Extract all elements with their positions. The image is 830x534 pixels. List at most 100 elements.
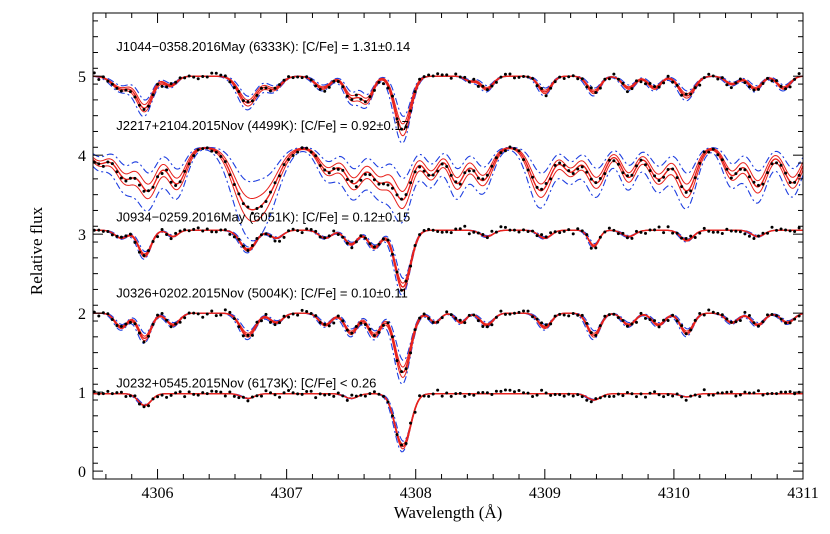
observed-point: [725, 317, 729, 321]
observed-point: [662, 318, 666, 322]
observed-point: [747, 175, 751, 179]
observed-point: [368, 392, 372, 396]
observed-point: [156, 313, 160, 317]
observed-point: [594, 397, 598, 401]
observed-point: [494, 156, 498, 160]
observed-point: [147, 334, 151, 338]
observed-point: [309, 311, 313, 315]
observed-point: [422, 75, 426, 79]
observed-point: [264, 389, 268, 393]
observed-point: [418, 165, 422, 169]
observed-point: [449, 231, 453, 235]
best-fit-line: [92, 147, 804, 211]
observed-point: [205, 146, 209, 150]
observed-point: [503, 72, 507, 76]
observed-point: [165, 318, 169, 322]
observed-point: [196, 312, 200, 316]
observed-point: [603, 172, 607, 176]
observed-point: [128, 90, 132, 94]
observed-point: [553, 80, 557, 84]
observed-point: [400, 197, 404, 201]
observed-point: [616, 316, 620, 320]
observed-point: [720, 313, 724, 317]
observed-point: [634, 320, 638, 324]
observed-point: [97, 228, 101, 232]
observed-point: [589, 177, 593, 181]
observed-point: [147, 189, 151, 193]
observed-point: [702, 76, 706, 80]
observed-point: [481, 233, 485, 237]
observed-point: [106, 79, 110, 83]
observed-point: [793, 392, 797, 396]
observed-point: [454, 392, 458, 396]
observed-point: [607, 395, 611, 399]
observed-point: [169, 82, 173, 86]
observed-point: [689, 234, 693, 238]
observed-point: [526, 309, 530, 313]
observed-point: [698, 231, 702, 235]
observed-point: [255, 206, 259, 210]
observed-point: [332, 79, 336, 83]
observed-point: [404, 367, 408, 371]
observed-point: [693, 176, 697, 180]
observed-point: [675, 319, 679, 323]
observed-point: [246, 399, 250, 403]
observed-point: [273, 181, 277, 185]
observed-point: [720, 232, 724, 235]
observed-point: [440, 73, 444, 77]
observed-point: [436, 169, 440, 173]
observed-point: [693, 236, 697, 240]
observed-point: [702, 226, 706, 230]
observed-point: [770, 392, 774, 396]
x-axis-label: Wavelength (Å): [394, 503, 503, 522]
observed-point: [296, 229, 300, 233]
observed-point: [133, 322, 137, 326]
observed-point: [192, 392, 196, 396]
observed-point: [336, 391, 340, 395]
observed-point: [92, 71, 96, 75]
observed-point: [350, 179, 354, 183]
observed-point: [201, 391, 205, 395]
observed-point: [653, 228, 657, 232]
observed-point: [228, 390, 232, 394]
observed-point: [797, 226, 801, 230]
observed-point: [585, 85, 589, 89]
observed-point: [671, 80, 675, 84]
observed-point: [639, 392, 643, 396]
observed-point: [779, 317, 783, 321]
observed-point: [675, 176, 679, 180]
observed-point: [662, 81, 666, 85]
observed-point: [485, 236, 489, 240]
observed-point: [241, 334, 245, 338]
observed-point: [395, 433, 399, 437]
observed-point: [639, 230, 643, 234]
observed-point: [282, 78, 286, 82]
observed-point: [142, 108, 146, 112]
observed-point: [585, 398, 589, 402]
observed-point: [273, 393, 277, 397]
observed-point: [386, 183, 390, 187]
observed-point: [359, 234, 363, 238]
observed-point: [684, 190, 688, 194]
observed-point: [255, 394, 259, 398]
observed-point: [531, 315, 535, 319]
observed-point: [178, 180, 182, 184]
fit-error-upper-line: [92, 229, 803, 292]
observed-point: [350, 393, 354, 397]
observed-point: [449, 76, 453, 80]
observed-point: [747, 85, 751, 89]
observed-point: [318, 87, 322, 91]
observed-point: [354, 185, 358, 189]
observed-point: [603, 314, 607, 318]
observed-point: [336, 314, 340, 318]
observed-point: [187, 74, 191, 78]
observed-point: [269, 234, 272, 238]
observed-point: [422, 229, 426, 233]
observed-point: [657, 393, 661, 397]
observed-point: [183, 228, 187, 232]
observed-point: [119, 324, 123, 328]
panel-annotation: J0326+0202.2015Nov (5004K): [C/Fe] = 0.1…: [116, 285, 408, 300]
observed-point: [512, 390, 516, 394]
observed-point: [517, 75, 521, 79]
observed-point: [363, 172, 367, 176]
